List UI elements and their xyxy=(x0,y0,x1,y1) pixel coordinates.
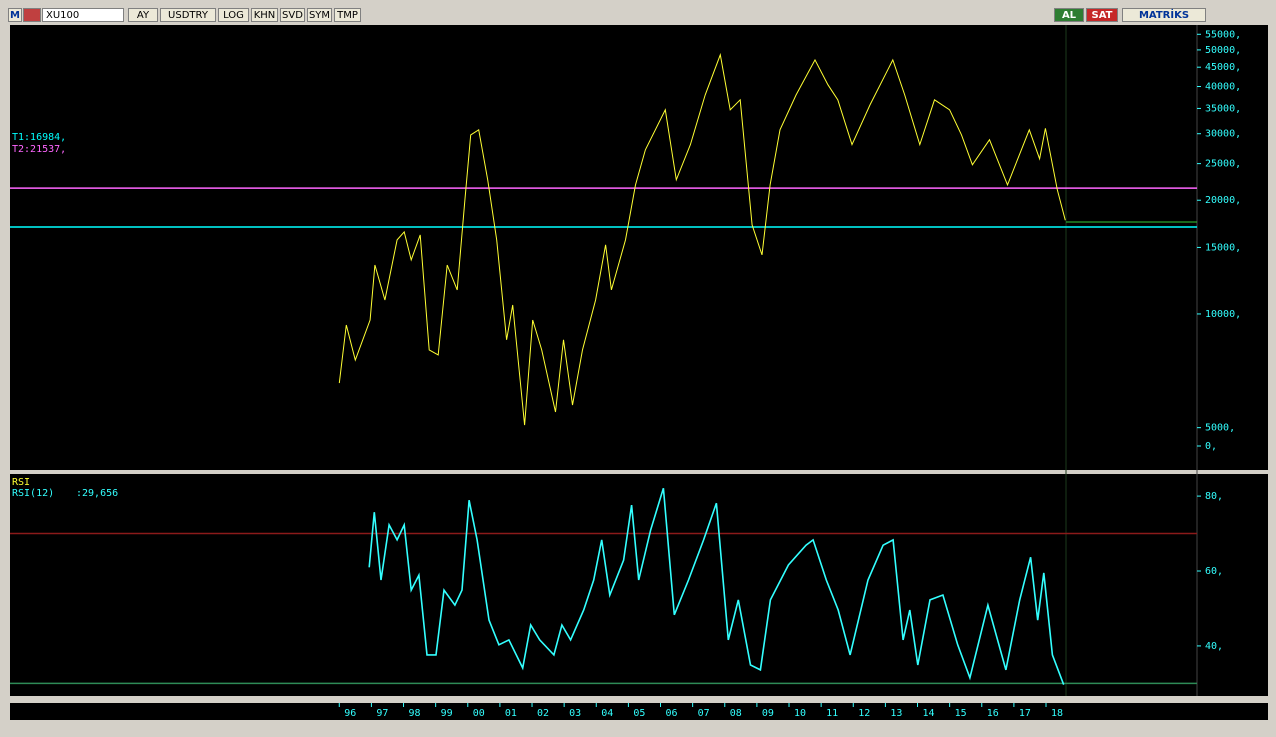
x-tick-label: 13 xyxy=(890,708,902,719)
toolbar-button[interactable]: TMP xyxy=(334,8,361,22)
y-tick-label: 35000, xyxy=(1205,103,1241,114)
x-tick-label: 99 xyxy=(441,708,453,719)
info-row: Yüksek 19500,43 xyxy=(11,52,167,65)
y-tick-label: 40000, xyxy=(1205,82,1241,93)
y-tick-label: 15000, xyxy=(1205,242,1241,253)
rsi-panel xyxy=(10,474,1268,696)
y-tick-label: 40, xyxy=(1205,641,1223,652)
y-tick-label: 5000, xyxy=(1205,423,1235,434)
series-line xyxy=(338,52,1066,426)
level-label: T2:21537, xyxy=(12,144,66,155)
y-tick-label: 80, xyxy=(1205,491,1223,502)
info-label: Düşük xyxy=(16,65,51,78)
x-tick-label: 15 xyxy=(955,708,967,719)
y-tick-label: 10000, xyxy=(1205,309,1241,320)
rsi-title: RSI xyxy=(12,477,30,488)
x-tick-label: 12 xyxy=(858,708,870,719)
x-tick-label: 00 xyxy=(473,708,485,719)
x-tick-label: 11 xyxy=(826,708,838,719)
info-value: 17197,11 xyxy=(104,65,162,78)
y-tick-label: 60, xyxy=(1205,566,1223,577)
toolbar-button[interactable]: AY xyxy=(128,8,158,22)
buy-button[interactable]: AL xyxy=(1054,8,1084,22)
logo[interactable]: M xyxy=(8,8,22,22)
x-tick-label: 18 xyxy=(1051,708,1063,719)
price-panel xyxy=(10,25,1268,470)
toolbar-button[interactable]: SYM xyxy=(307,8,332,22)
series-line xyxy=(368,487,1065,685)
rsi-last-value: :29,656 xyxy=(76,488,118,499)
icon[interactable] xyxy=(23,8,41,22)
info-label: Kapanış xyxy=(16,78,60,91)
info-label: %Fark xyxy=(16,104,50,117)
x-tick-label: 03 xyxy=(569,708,581,719)
y-tick-label: 30000, xyxy=(1205,129,1241,140)
x-tick-label: 08 xyxy=(730,708,742,719)
y-tick-label: 45000, xyxy=(1205,62,1241,73)
toolbar-button[interactable]: KHN xyxy=(251,8,278,22)
y-tick-label: 50000, xyxy=(1205,45,1241,56)
x-tick-label: 05 xyxy=(633,708,645,719)
info-row: %Fark -11,21 xyxy=(11,104,167,117)
y-tick-label: 0, xyxy=(1205,441,1217,452)
info-row: Kapanış 17517,31 xyxy=(11,78,167,91)
x-tick-label: 09 xyxy=(762,708,774,719)
info-row: Ağ. Ort xyxy=(11,91,167,104)
info-value: -11,21 xyxy=(122,104,162,117)
rsi-legend: RSI(12) xyxy=(12,488,54,499)
brand: MATRİKS xyxy=(1122,8,1206,22)
info-date: 01.08.18 xyxy=(61,26,117,39)
toolbar-button[interactable]: LOG xyxy=(218,8,249,22)
x-tick-label: 14 xyxy=(922,708,934,719)
level-label: T1:16984, xyxy=(12,132,66,143)
x-tick-label: 97 xyxy=(376,708,388,719)
toolbar-button[interactable]: SVD xyxy=(280,8,305,22)
x-tick-label: 96 xyxy=(344,708,356,719)
toolbar-button[interactable]: USDTRY xyxy=(160,8,216,22)
x-tick-label: 17 xyxy=(1019,708,1031,719)
x-tick-label: 98 xyxy=(409,708,421,719)
y-tick-label: 55000, xyxy=(1205,29,1241,40)
info-label: Açılış xyxy=(16,39,45,52)
info-row: Açılış 19442,84 xyxy=(11,39,167,52)
info-box: 01.08.18 Açılış 19442,84 Yüksek 19500,43 Düş… xyxy=(10,25,168,123)
x-tick-label: 02 xyxy=(537,708,549,719)
info-row: Düşük 17197,11 xyxy=(11,65,167,78)
y-tick-label: 20000, xyxy=(1205,195,1241,206)
info-label: Yüksek xyxy=(16,52,54,65)
sell-button[interactable]: SAT xyxy=(1086,8,1118,22)
x-tick-label: 10 xyxy=(794,708,806,719)
info-label: Ağ. Ort xyxy=(16,91,55,104)
x-tick-label: 07 xyxy=(698,708,710,719)
x-tick-label: 01 xyxy=(505,708,517,719)
x-axis-band xyxy=(10,703,1268,720)
x-tick-label: 16 xyxy=(987,708,999,719)
info-value: 19500,43 xyxy=(104,52,162,65)
y-tick-label: 25000, xyxy=(1205,159,1241,170)
info-value: 17517,31 xyxy=(104,78,162,91)
x-tick-label: 04 xyxy=(601,708,613,719)
info-value: 19442,84 xyxy=(104,39,162,52)
x-tick-label: 06 xyxy=(665,708,677,719)
symbol-box[interactable]: XU100 xyxy=(42,8,124,22)
